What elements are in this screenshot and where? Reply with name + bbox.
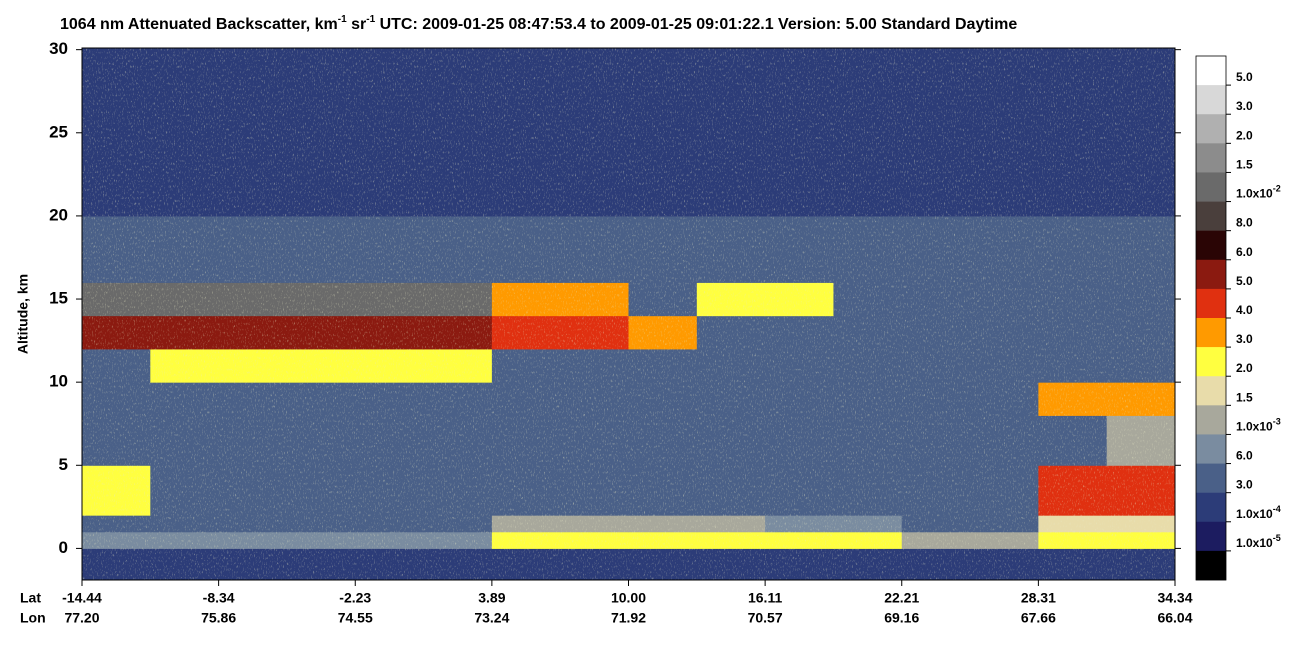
y-tick-label: 0: [59, 538, 68, 557]
colorbar-label-mantissa: 1.0x10: [1236, 507, 1273, 521]
colorbar-label: 2.0: [1236, 129, 1253, 143]
colorbar-label-mantissa: 4.0: [1236, 303, 1253, 317]
texture: [82, 48, 1175, 580]
colorbar-label-mantissa: 1.5: [1236, 391, 1253, 405]
colorbar-label-mantissa: 8.0: [1236, 216, 1253, 230]
colorbar-box: [1196, 434, 1226, 464]
lat-tick-label: 16.11: [748, 590, 782, 606]
lon-tick-label: 67.66: [1021, 610, 1056, 626]
y-tick-label: 5: [59, 455, 68, 474]
colorbar-box: [1196, 201, 1226, 231]
colorbar-box: [1196, 550, 1226, 581]
colorbar-box: [1196, 56, 1226, 86]
lat-label: Lat: [20, 590, 41, 606]
colorbar-label: 8.0: [1236, 216, 1253, 230]
colorbar-label-exponent: -5: [1273, 533, 1281, 543]
colorbar-label-mantissa: 2.0: [1236, 129, 1253, 143]
colorbar-label-mantissa: 3.0: [1236, 332, 1253, 346]
colorbar-label: 5.0: [1236, 274, 1253, 288]
colorbar-label-exponent: -3: [1273, 417, 1281, 427]
colorbar-box: [1196, 405, 1226, 435]
colorbar-label: 1.0x10-2: [1236, 184, 1281, 201]
y-axis-label: Altitude, km: [15, 274, 31, 354]
colorbar-label-mantissa: 1.0x10: [1236, 187, 1273, 201]
title-part: sr: [347, 16, 367, 33]
colorbar-box: [1196, 143, 1226, 173]
colorbar-box: [1196, 521, 1226, 552]
lon-tick-label: 71.92: [611, 610, 646, 626]
title-superscript: -1: [338, 14, 347, 25]
lat-tick-label: -2.23: [339, 590, 371, 606]
colorbar-box: [1196, 347, 1226, 377]
colorbar-box: [1196, 114, 1226, 144]
colorbar-label-exponent: -4: [1273, 504, 1281, 514]
colorbar-box: [1196, 318, 1226, 348]
lon-tick-label: 69.16: [884, 610, 919, 626]
colorbar-label: 1.5: [1236, 391, 1253, 405]
lat-tick-label: 3.89: [478, 590, 505, 606]
colorbar-label: 3.0: [1236, 332, 1253, 346]
chart-title: 1064 nm Attenuated Backscatter, km-1 sr-…: [60, 14, 1017, 33]
lat-tick-label: 10.00: [611, 590, 646, 606]
colorbar-label-mantissa: 3.0: [1236, 99, 1253, 113]
colorbar-box: [1196, 376, 1226, 406]
lon-tick-label: 74.55: [338, 610, 373, 626]
colorbar-label: 6.0: [1236, 245, 1253, 259]
title-superscript: -1: [366, 14, 375, 25]
colorbar-label-exponent: -2: [1273, 184, 1281, 194]
title-part: 1064 nm Attenuated Backscatter, km: [60, 16, 338, 33]
y-tick-label: 30: [49, 39, 68, 58]
colorbar-label-mantissa: 6.0: [1236, 449, 1253, 463]
colorbar-label-mantissa: 6.0: [1236, 245, 1253, 259]
y-tick-label: 25: [49, 122, 68, 141]
lon-tick-label: 77.20: [64, 610, 99, 626]
colorbar-label-mantissa: 5.0: [1236, 70, 1253, 84]
lon-tick-label: 75.86: [201, 610, 236, 626]
title-part: UTC: 2009-01-25 08:47:53.4 to 2009-01-25…: [375, 16, 1017, 33]
colorbar-label: 1.0x10-3: [1236, 417, 1281, 434]
colorbar-label: 5.0: [1236, 70, 1253, 84]
lat-tick-label: -8.34: [203, 590, 235, 606]
colorbar-box: [1196, 463, 1226, 493]
lat-tick-label: 28.31: [1021, 590, 1056, 606]
y-tick-label: 20: [49, 205, 68, 224]
y-tick-label: 10: [49, 372, 68, 391]
colorbar-label: 3.0: [1236, 99, 1253, 113]
colorbar-box: [1196, 172, 1226, 202]
colorbar-label: 3.0: [1236, 478, 1253, 492]
colorbar-box: [1196, 288, 1226, 319]
colorbar-box: [1196, 85, 1226, 115]
colorbar-label: 1.5: [1236, 158, 1253, 172]
lat-tick-label: 22.21: [884, 590, 919, 606]
colorbar-box: [1196, 230, 1226, 261]
colorbar-label: 2.0: [1236, 361, 1253, 375]
colorbar-box: [1196, 259, 1226, 290]
lon-label: Lon: [20, 610, 46, 626]
lat-tick-label: 34.34: [1157, 590, 1192, 606]
lon-tick-label: 70.57: [748, 610, 783, 626]
lon-tick-label: 66.04: [1157, 610, 1192, 626]
colorbar-label-mantissa: 2.0: [1236, 361, 1253, 375]
colorbar-label-mantissa: 1.5: [1236, 158, 1253, 172]
colorbar-label: 6.0: [1236, 449, 1253, 463]
colorbar-label-mantissa: 3.0: [1236, 478, 1253, 492]
colorbar-label-mantissa: 1.0x10: [1236, 420, 1273, 434]
lon-tick-label: 73.24: [474, 610, 509, 626]
colorbar-label-mantissa: 1.0x10: [1236, 536, 1273, 550]
lat-tick-label: -14.44: [62, 590, 102, 606]
colorbar-label: 1.0x10-5: [1236, 533, 1281, 550]
colorbar-box: [1196, 492, 1226, 523]
colorbar-label: 1.0x10-4: [1236, 504, 1281, 521]
y-tick-label: 15: [49, 289, 68, 308]
colorbar-label-mantissa: 5.0: [1236, 274, 1253, 288]
colorbar-label: 4.0: [1236, 303, 1253, 317]
